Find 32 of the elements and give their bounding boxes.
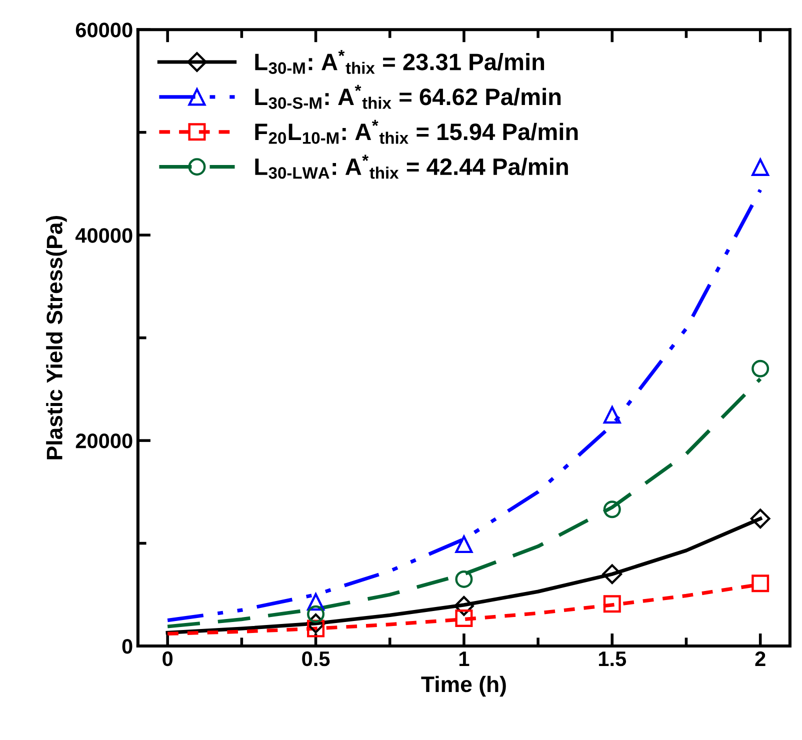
point [750, 508, 770, 529]
legend-label: L$_{30-M}$: A$^{*}$$_{thix}$ = 23.31 Pa/min [255, 50, 544, 74]
point [455, 536, 473, 554]
point [603, 406, 621, 424]
point [455, 610, 473, 628]
x-axis-title: Time (h) [421, 676, 506, 697]
point [603, 500, 621, 518]
point [306, 613, 326, 634]
point [752, 360, 770, 378]
x-tick-label: 0 [162, 651, 173, 666]
x-tick-label: 1.5 [598, 652, 626, 666]
x-tick-label: 0.5 [302, 651, 330, 666]
x-tick-label: 2 [755, 651, 766, 666]
legend-label: L$_{30-LWA}$: A$^{*}$$_{thix}$ = 42.44 Pa/min [255, 154, 568, 179]
point [603, 595, 621, 613]
x-tick-label: 1 [459, 652, 470, 666]
y-axis-title: Plastic Yield Stress(Pa) [46, 216, 67, 460]
point [752, 158, 770, 176]
point [307, 593, 325, 611]
y-tick-label: 40000 [75, 228, 132, 243]
legend-label: F$_{20}$L$_{10-M}$: A$^{*}$$_{thix}$ = 15.94 Pa/min [255, 120, 578, 144]
point [602, 564, 622, 584]
line-series [166, 188, 762, 622]
y-tick-label: 0 [122, 639, 132, 654]
point [307, 620, 325, 638]
point [307, 605, 325, 623]
y-tick-label: 60000 [76, 22, 132, 38]
point [455, 570, 473, 588]
point [454, 596, 474, 616]
y-tick-label: 20000 [76, 434, 132, 448]
point [752, 574, 770, 592]
legend-label: L$_{30-S-M}$: A$^{*}$$_{thix}$ = 64.62 Pa/min [255, 84, 561, 109]
